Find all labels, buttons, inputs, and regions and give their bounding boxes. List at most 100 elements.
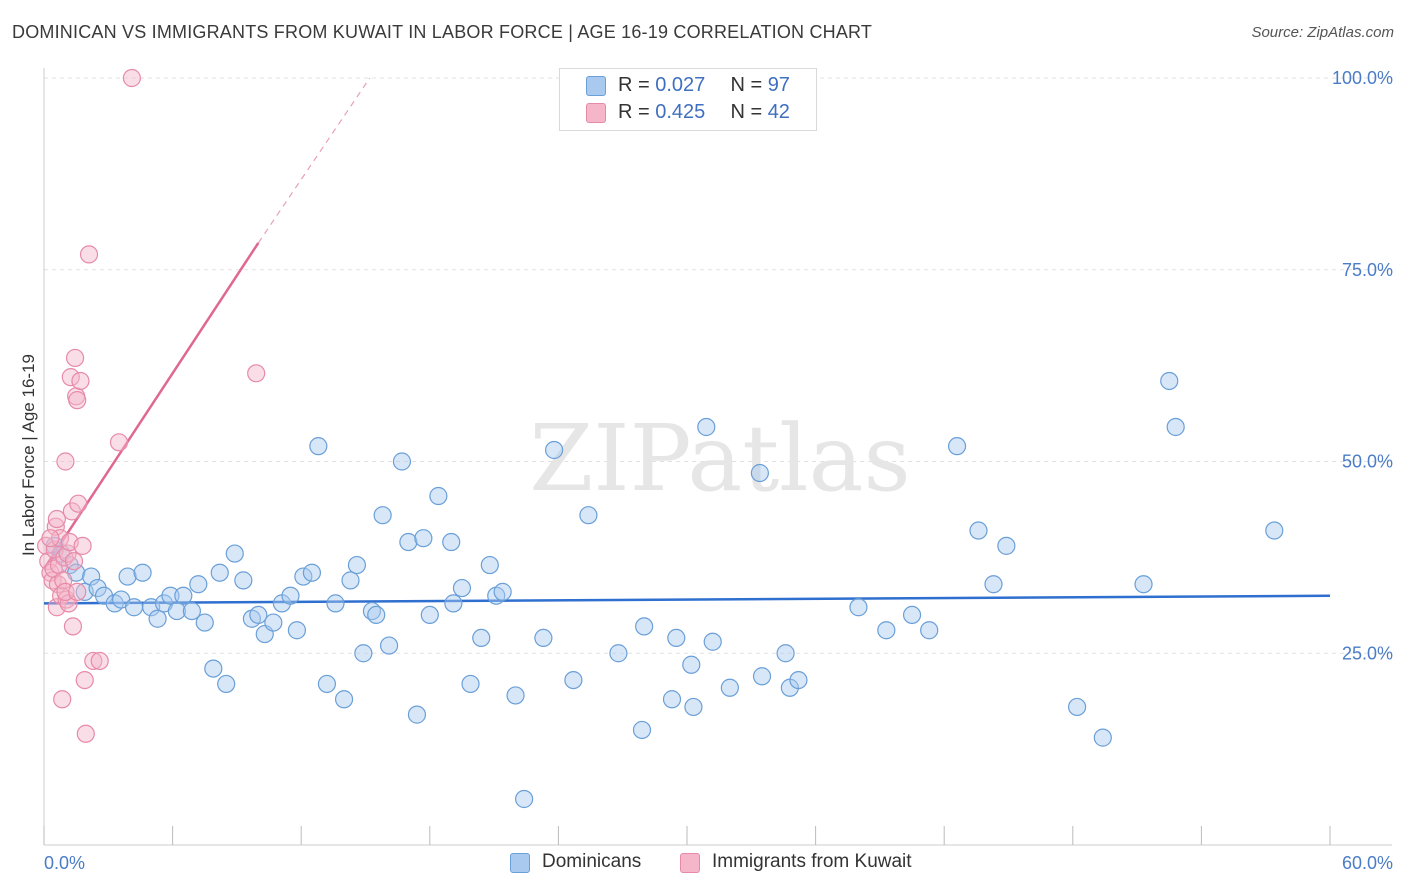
- point-dominicans: [373, 506, 392, 525]
- point-kuwait: [47, 598, 66, 617]
- point-dominicans: [444, 594, 463, 613]
- point-kuwait: [41, 529, 60, 548]
- legend-swatch: [680, 853, 700, 873]
- point-kuwait: [71, 371, 90, 391]
- point-dominicans: [480, 555, 499, 575]
- legend-swatch-kuwait: [586, 103, 606, 123]
- point-dominicans: [264, 613, 283, 632]
- point-dominicans: [317, 674, 337, 694]
- grid-lines: [44, 77, 1392, 654]
- point-dominicans: [902, 605, 922, 625]
- point-kuwait: [61, 368, 80, 387]
- point-dominicans: [752, 667, 772, 686]
- point-dominicans: [429, 486, 448, 506]
- point-dominicans: [281, 586, 300, 605]
- point-dominicans: [534, 628, 553, 648]
- legend-row-kuwait: R = 0.425 N = 42: [618, 101, 790, 125]
- legend-row-dominicans: R = 0.027 N = 97: [618, 74, 790, 98]
- point-dominicans: [287, 621, 307, 640]
- data-points: [37, 68, 1284, 809]
- point-dominicans: [210, 563, 229, 582]
- point-dominicans: [407, 705, 427, 724]
- point-dominicans: [969, 521, 988, 540]
- point-dominicans: [204, 659, 223, 678]
- point-dominicans: [667, 628, 686, 648]
- point-dominicans: [392, 452, 412, 471]
- y-tick-label: 25.0%: [1342, 643, 1393, 663]
- point-kuwait: [122, 68, 141, 88]
- point-dominicans: [545, 440, 564, 460]
- point-kuwait: [73, 536, 92, 555]
- r-label: R =: [618, 74, 656, 96]
- point-kuwait: [76, 724, 95, 743]
- point-kuwait: [90, 651, 109, 671]
- point-dominicans: [1067, 697, 1087, 717]
- point-dominicans: [461, 674, 480, 694]
- point-dominicans: [776, 644, 795, 663]
- point-kuwait: [47, 509, 66, 529]
- point-dominicans: [635, 617, 654, 636]
- point-kuwait: [65, 348, 85, 368]
- point-dominicans: [341, 571, 360, 590]
- n-label: N =: [730, 74, 768, 96]
- point-dominicans: [493, 582, 512, 601]
- chart-title: DOMINICAN VS IMMIGRANTS FROM KUWAIT IN L…: [12, 22, 873, 42]
- point-dominicans: [334, 690, 354, 709]
- point-dominicans: [1166, 417, 1185, 437]
- n-label: N =: [730, 101, 768, 123]
- point-dominicans: [1134, 575, 1153, 594]
- point-kuwait: [46, 517, 65, 536]
- y-axis-label: In Labor Force | Age 16-19: [19, 354, 38, 556]
- r-value: 0.027: [655, 74, 706, 96]
- point-dominicans: [1160, 371, 1179, 391]
- point-dominicans: [697, 417, 716, 437]
- stats-legend: R = 0.027 N = 97 R = 0.425 N = 42: [559, 68, 817, 131]
- point-kuwait: [68, 391, 87, 410]
- point-dominicans: [442, 532, 461, 552]
- point-kuwait: [109, 433, 129, 452]
- point-dominicans: [414, 529, 433, 548]
- point-dominicans: [148, 609, 167, 628]
- point-dominicans: [161, 586, 180, 605]
- point-dominicans: [682, 655, 701, 674]
- point-dominicans: [720, 678, 739, 697]
- point-dominicans: [1265, 521, 1284, 540]
- point-dominicans: [326, 594, 345, 613]
- y-tick-label: 75.0%: [1342, 260, 1393, 280]
- point-dominicans: [234, 571, 253, 590]
- point-dominicans: [189, 575, 208, 594]
- point-kuwait: [54, 571, 73, 590]
- point-kuwait: [64, 552, 84, 571]
- x-tick-label: 0.0%: [44, 853, 85, 873]
- n-value: 42: [767, 101, 790, 123]
- point-dominicans: [564, 670, 583, 690]
- y-tick-label: 50.0%: [1342, 452, 1393, 472]
- point-kuwait: [69, 494, 88, 513]
- point-dominicans: [182, 601, 201, 621]
- point-dominicans: [877, 621, 896, 640]
- point-dominicans: [195, 613, 214, 632]
- point-dominicans: [124, 598, 144, 617]
- trend-extension-kuwait: [257, 77, 371, 244]
- point-kuwait: [79, 245, 99, 264]
- point-dominicans: [167, 601, 186, 621]
- tick-labels: 25.0% 50.0% 75.0% 100.0% 0.0% 60.0%: [44, 68, 1393, 873]
- r-value: 0.425: [655, 101, 706, 123]
- r-label: R =: [618, 101, 656, 123]
- point-dominicans: [984, 575, 1003, 594]
- point-kuwait: [63, 617, 83, 636]
- watermark: ZIPatlas: [529, 405, 910, 512]
- point-kuwait: [50, 529, 70, 548]
- point-dominicans: [452, 578, 472, 598]
- y-tick-label: 100.0%: [1332, 68, 1393, 88]
- point-dominicans: [133, 563, 152, 582]
- point-dominicans: [225, 544, 244, 563]
- x-tick-label: 60.0%: [1342, 853, 1393, 873]
- point-dominicans: [174, 586, 193, 605]
- point-dominicans: [82, 567, 101, 586]
- point-kuwait: [53, 690, 72, 709]
- legend-swatch: [510, 853, 530, 873]
- point-dominicans: [632, 720, 652, 740]
- legend-label: Immigrants from Kuwait: [712, 851, 912, 872]
